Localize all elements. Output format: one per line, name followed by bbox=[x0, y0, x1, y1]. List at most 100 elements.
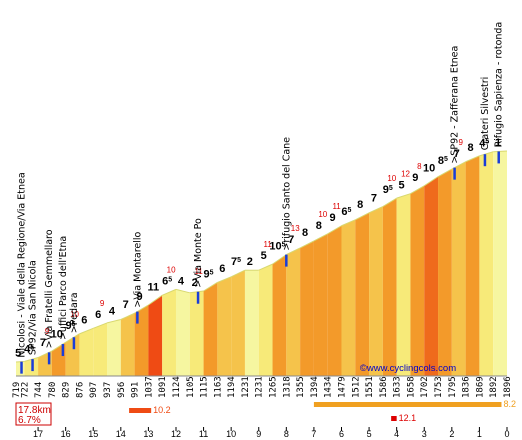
elevation-tick-label: 1265 bbox=[269, 376, 279, 398]
profile-segment bbox=[258, 264, 273, 376]
elevation-tick-label: 1892 bbox=[489, 376, 499, 398]
grade-decimal: 5 bbox=[347, 207, 351, 214]
elevation-tick-label: 1394 bbox=[310, 376, 320, 398]
profile-segment bbox=[120, 313, 135, 376]
steep-section-grade: 8.2 bbox=[503, 399, 516, 409]
elevation-tick-label: 1869 bbox=[475, 376, 485, 398]
max-grade-value: 10 bbox=[167, 265, 176, 274]
profile-edge bbox=[479, 151, 494, 157]
profile-edge bbox=[313, 233, 328, 242]
profile-markers bbox=[20, 151, 500, 374]
km-tick-label: 1 bbox=[477, 429, 482, 439]
profile-segment bbox=[300, 240, 314, 376]
max-grade-value: 13 bbox=[291, 224, 300, 233]
profile-segment bbox=[272, 254, 287, 376]
location-label: Nicolosi - Viale della Regione/Via Etnea bbox=[17, 172, 28, 357]
location-label: >rifugio Santo del Cane bbox=[281, 137, 292, 251]
elevation-tick-label: 780 bbox=[48, 382, 58, 398]
profile-segment bbox=[355, 212, 370, 376]
grade-value: 7 bbox=[288, 234, 294, 246]
profile-edge bbox=[465, 155, 480, 163]
grade-value: 75 bbox=[231, 256, 241, 268]
summary-grade: 6.7% bbox=[18, 415, 41, 426]
profile-segment bbox=[382, 198, 397, 376]
steep-section-bar bbox=[313, 402, 502, 407]
elevation-tick-label: 1355 bbox=[296, 376, 306, 398]
elevation-tick-label: 1231 bbox=[241, 376, 251, 398]
profile-edge bbox=[230, 269, 246, 278]
profile-edge bbox=[437, 168, 453, 178]
grade-value: 8 bbox=[467, 142, 473, 154]
grade-decimal: 5 bbox=[389, 185, 393, 192]
profile-segment bbox=[107, 319, 121, 376]
profile-edge bbox=[24, 357, 39, 362]
elevation-tick-label: 1318 bbox=[282, 376, 292, 398]
steep-section-grade: 12.1 bbox=[399, 413, 417, 423]
grade-value: 6 bbox=[81, 314, 87, 326]
grade-value: 10 bbox=[51, 328, 63, 340]
grade-value: 7 bbox=[40, 337, 46, 349]
profile-segment bbox=[313, 233, 328, 376]
summary-box bbox=[15, 402, 52, 426]
profile-segment bbox=[189, 291, 204, 376]
grade-decimal: 5 bbox=[485, 139, 489, 146]
km-tick-label: 15 bbox=[88, 429, 98, 439]
profile-edge bbox=[189, 290, 204, 294]
grade-value: 95 bbox=[203, 268, 213, 280]
location-label: >Pedara bbox=[69, 292, 80, 333]
elevation-tick-label: 1551 bbox=[365, 376, 375, 398]
profile-edge bbox=[217, 276, 232, 283]
elevation-tick-label: 876 bbox=[75, 382, 85, 398]
grade-value: 7 bbox=[371, 193, 377, 205]
profile-edge bbox=[396, 193, 411, 199]
grade-value: 9 bbox=[330, 212, 336, 224]
location-label: >uffici Parco dell'Etna bbox=[58, 236, 69, 340]
profile-edge bbox=[493, 150, 508, 153]
profile-segment bbox=[493, 151, 507, 376]
max-grade-value: 10 bbox=[318, 210, 327, 219]
elevation-tick-label: 1124 bbox=[172, 376, 182, 398]
km-tick-label: 7 bbox=[311, 429, 316, 439]
grade-decimal: 5 bbox=[237, 257, 241, 264]
elevation-tick-label: 1231 bbox=[255, 376, 265, 398]
elevation-tick-label: 956 bbox=[117, 382, 127, 398]
summary-distance: 17.8km bbox=[18, 405, 51, 416]
km-tick-label: 16 bbox=[61, 429, 71, 439]
profile-segment bbox=[175, 289, 190, 376]
km-tick-label: 11 bbox=[199, 429, 208, 439]
profile-segments bbox=[15, 150, 508, 376]
profile-segment bbox=[24, 357, 39, 376]
profile-edge bbox=[341, 219, 356, 227]
km-tick-label: 17 bbox=[33, 429, 43, 439]
profile-segment bbox=[148, 295, 163, 376]
elevation-tick-label: 1512 bbox=[351, 376, 361, 398]
max-grade-value: 8 bbox=[417, 162, 422, 171]
km-tick-label: 14 bbox=[116, 429, 126, 439]
max-grade-value: 9 bbox=[45, 327, 50, 336]
elevation-tick-label: 1702 bbox=[420, 376, 430, 398]
profile-edge bbox=[37, 350, 53, 358]
grade-decimal: 5 bbox=[168, 276, 172, 283]
grade-value: 8 bbox=[357, 199, 363, 211]
profile-segment bbox=[244, 270, 259, 376]
site-credit[interactable]: ©www.cyclingcols.com bbox=[360, 363, 456, 374]
km-tick-label: 4 bbox=[394, 429, 399, 439]
km-tick-label: 12 bbox=[171, 429, 181, 439]
grade-value: 65 bbox=[162, 275, 172, 287]
elevation-tick-label: 1896 bbox=[503, 376, 513, 398]
location-label: >Via Monte Po bbox=[193, 218, 204, 288]
profile-segment bbox=[65, 333, 80, 376]
profile-edge bbox=[106, 319, 121, 324]
km-tick-label: 5 bbox=[367, 429, 372, 439]
elevation-tick-label: 829 bbox=[62, 382, 72, 398]
grade-decimal: 5 bbox=[30, 345, 34, 352]
profile-edge bbox=[327, 225, 342, 235]
elevation-tick-label: 937 bbox=[103, 382, 113, 398]
location-label: >Via Montarello bbox=[132, 231, 143, 307]
profile-edge bbox=[120, 312, 135, 320]
grade-value: 11 bbox=[147, 281, 159, 293]
profile-edge bbox=[368, 206, 384, 214]
